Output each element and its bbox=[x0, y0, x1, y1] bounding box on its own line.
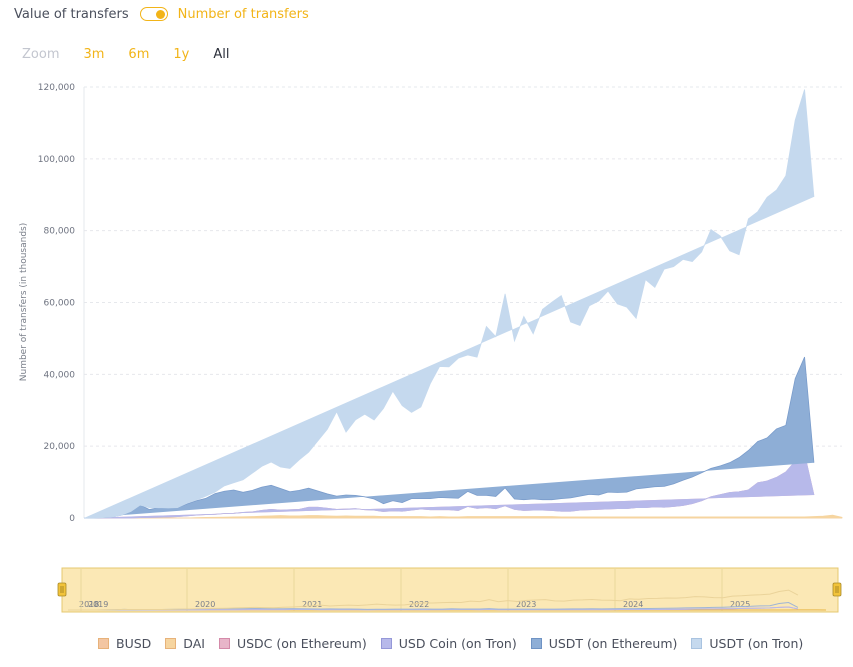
y-tick-label: 100,000 bbox=[38, 155, 75, 165]
area-usdt-on-tron bbox=[84, 89, 815, 519]
stacked-area-chart: 020,00040,00060,00080,000100,000120,000 … bbox=[38, 83, 843, 613]
area-dai bbox=[84, 514, 843, 519]
legend-swatch bbox=[380, 638, 392, 649]
legend-label: USDT (on Tron) bbox=[709, 636, 804, 651]
number-of-transfers-label[interactable]: Number of transfers bbox=[177, 6, 309, 22]
legend-swatch bbox=[165, 638, 177, 649]
grid-lines bbox=[83, 86, 842, 519]
y-tick-labels: 0 20,000 40,000 60,000 80,000 100,000 120,000 bbox=[38, 83, 75, 524]
y-tick-label: 40,000 bbox=[44, 370, 76, 380]
y-tick-label: 0 bbox=[69, 514, 75, 524]
y-tick-label: 120,000 bbox=[38, 83, 75, 93]
legend-swatch bbox=[530, 638, 542, 649]
navigator-series-line bbox=[68, 606, 799, 611]
legend-label: USDT (on Ethereum) bbox=[548, 636, 678, 651]
legend-item-usdt-on-tron[interactable]: USDT (on Tron) bbox=[691, 636, 803, 651]
legend-swatch bbox=[98, 638, 109, 649]
navigator-year-label: 2023 bbox=[516, 600, 536, 609]
navigator-year-label: 2021 bbox=[302, 600, 322, 609]
legend-label: DAI bbox=[183, 636, 205, 651]
zoom-1y-button[interactable]: 1y bbox=[173, 46, 190, 62]
legend-item-usdt-on-ethereum[interactable]: USDT (on Ethereum) bbox=[530, 636, 678, 651]
series-areas bbox=[84, 89, 843, 519]
y-tick-label: 80,000 bbox=[44, 227, 76, 237]
navigator-year-label: 2020 bbox=[195, 600, 215, 609]
navigator-year-label: 2022 bbox=[409, 600, 429, 609]
area-usdt-on-ethereum bbox=[84, 356, 815, 519]
legend-label: BUSD bbox=[116, 636, 152, 651]
zoom-all-button[interactable]: All bbox=[213, 46, 230, 62]
value-of-transfers-label[interactable]: Value of transfers bbox=[14, 6, 129, 22]
metric-toggle-switch[interactable] bbox=[139, 7, 168, 21]
y-tick-label: 60,000 bbox=[44, 299, 76, 309]
zoom-3m-button[interactable]: 3m bbox=[83, 46, 105, 62]
area-usd-coin-on-tron bbox=[84, 453, 815, 519]
legend-item-usdc-on-ethereum[interactable]: USDC (on Ethereum) bbox=[218, 636, 367, 651]
navigator-year-label: 2024 bbox=[623, 600, 643, 609]
navigator-window[interactable] bbox=[61, 567, 839, 613]
navigator-handle-right[interactable] bbox=[832, 582, 842, 597]
navigator-year-label: 2025 bbox=[730, 600, 750, 609]
zoom-label: Zoom bbox=[22, 46, 60, 62]
zoom-controls: Zoom 3m 6m 1y All bbox=[22, 45, 253, 63]
legend-label: USD Coin (on Tron) bbox=[398, 636, 517, 651]
navigator-year-label: 2018 bbox=[79, 600, 99, 609]
legend: BUSD DAI USDC (on Ethereum) USD Coin (on Tr… bbox=[98, 636, 817, 651]
navigator-series-line bbox=[68, 589, 799, 611]
navigator-year-label: 2019 bbox=[88, 600, 108, 609]
legend-swatch bbox=[218, 638, 230, 649]
legend-item-dai[interactable]: DAI bbox=[165, 636, 205, 651]
zoom-6m-button[interactable]: 6m bbox=[128, 46, 150, 62]
legend-label: USDC (on Ethereum) bbox=[236, 636, 367, 651]
legend-swatch bbox=[691, 638, 703, 649]
y-tick-label: 20,000 bbox=[44, 442, 76, 452]
navigator-handle-left[interactable] bbox=[57, 582, 67, 597]
legend-item-usd-coin-on-tron[interactable]: USD Coin (on Tron) bbox=[380, 636, 517, 651]
toggle-knob bbox=[155, 9, 165, 19]
legend-item-busd[interactable]: BUSD bbox=[98, 636, 151, 651]
metric-toggle: Value of transfers Number of transfers bbox=[14, 4, 309, 24]
